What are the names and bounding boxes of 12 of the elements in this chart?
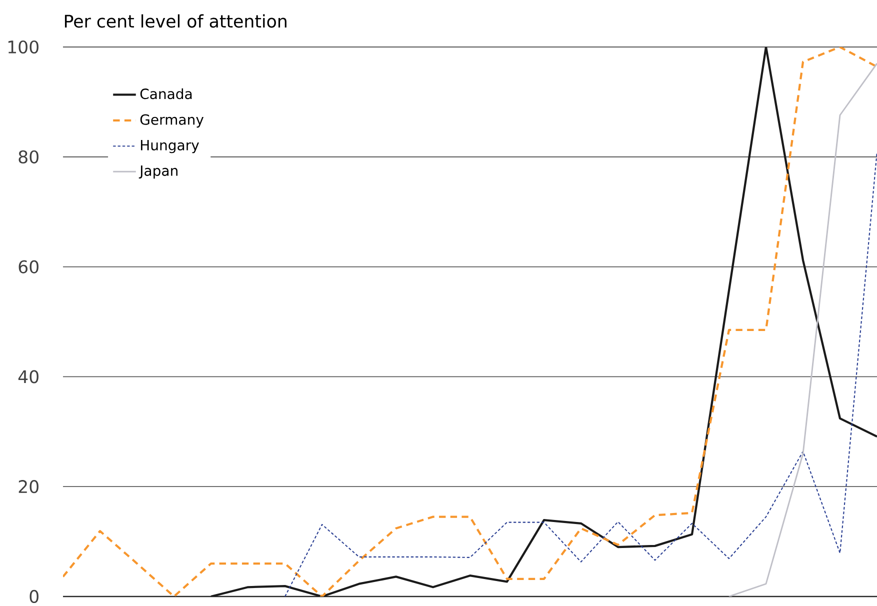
legend-label: Japan <box>138 166 178 179</box>
y-tick-label: 0 <box>30 590 38 604</box>
legend-label: Hungary <box>140 140 199 154</box>
legend-label: Germany <box>140 114 204 128</box>
y-tick-label: 20 <box>18 480 38 494</box>
y-tick-label: 60 <box>18 260 38 274</box>
y-axis-title: Per cent level of attention <box>64 14 286 28</box>
y-tick-label: 100 <box>8 40 38 54</box>
line-series <box>728 62 877 596</box>
y-tick-label: 80 <box>18 150 38 164</box>
y-tick-label: 40 <box>18 370 38 384</box>
legend-label: Canada <box>140 88 192 100</box>
